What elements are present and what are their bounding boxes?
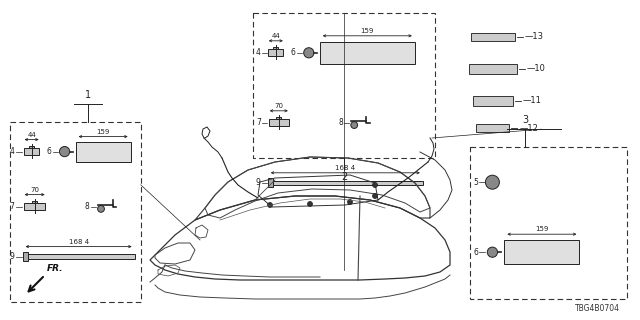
Bar bbox=[268, 181, 423, 185]
Bar bbox=[10, 122, 141, 302]
Text: 159: 159 bbox=[360, 28, 374, 34]
Text: 1: 1 bbox=[85, 90, 92, 100]
Circle shape bbox=[372, 182, 378, 188]
Bar bbox=[76, 141, 131, 162]
Text: 6: 6 bbox=[47, 147, 52, 156]
Circle shape bbox=[485, 175, 499, 189]
Circle shape bbox=[304, 48, 314, 58]
Text: FR.: FR. bbox=[47, 264, 63, 273]
Text: 44: 44 bbox=[28, 132, 36, 138]
Text: —12: —12 bbox=[520, 124, 538, 132]
Bar bbox=[22, 252, 28, 261]
Text: 4: 4 bbox=[10, 147, 15, 156]
Circle shape bbox=[372, 194, 378, 198]
Text: 8: 8 bbox=[338, 118, 343, 127]
Bar bbox=[476, 124, 509, 132]
Bar bbox=[22, 254, 134, 259]
Circle shape bbox=[487, 247, 497, 257]
Bar bbox=[269, 119, 289, 126]
Text: —11: —11 bbox=[523, 96, 541, 105]
Bar bbox=[273, 47, 278, 49]
Text: 6: 6 bbox=[291, 48, 296, 57]
Text: 5: 5 bbox=[474, 178, 479, 187]
Text: 159: 159 bbox=[97, 129, 110, 135]
Bar bbox=[470, 147, 627, 299]
Text: 159: 159 bbox=[535, 226, 548, 232]
Bar bbox=[469, 64, 517, 74]
Text: 70: 70 bbox=[30, 187, 39, 193]
Bar bbox=[471, 33, 515, 41]
Bar bbox=[32, 201, 37, 203]
Circle shape bbox=[60, 147, 70, 157]
Text: 2: 2 bbox=[341, 172, 347, 182]
Text: 9: 9 bbox=[10, 252, 15, 261]
Circle shape bbox=[98, 205, 104, 212]
Bar bbox=[473, 96, 513, 106]
Bar bbox=[268, 178, 273, 188]
Circle shape bbox=[348, 199, 353, 204]
Text: 9: 9 bbox=[256, 178, 261, 187]
Bar bbox=[24, 148, 39, 155]
Bar bbox=[29, 146, 34, 148]
Text: 44: 44 bbox=[271, 33, 280, 39]
Bar bbox=[320, 42, 415, 64]
Text: —10: —10 bbox=[527, 64, 546, 73]
Bar bbox=[24, 203, 45, 210]
Text: 168 4: 168 4 bbox=[335, 165, 355, 171]
Text: 8: 8 bbox=[85, 202, 90, 211]
Circle shape bbox=[351, 122, 358, 128]
Text: 4: 4 bbox=[256, 48, 261, 57]
Bar bbox=[504, 240, 579, 264]
Bar bbox=[268, 49, 284, 56]
Text: 7: 7 bbox=[256, 118, 261, 127]
Text: 3: 3 bbox=[522, 115, 529, 125]
Text: 70: 70 bbox=[275, 103, 284, 109]
Circle shape bbox=[307, 202, 312, 206]
Bar bbox=[276, 117, 282, 119]
Circle shape bbox=[268, 203, 273, 207]
Text: 168 4: 168 4 bbox=[68, 239, 89, 244]
Text: TBG4B0704: TBG4B0704 bbox=[575, 304, 620, 313]
Bar bbox=[253, 13, 435, 158]
Text: 6: 6 bbox=[474, 248, 479, 257]
Text: 7: 7 bbox=[10, 202, 15, 211]
Text: —13: —13 bbox=[525, 32, 543, 41]
